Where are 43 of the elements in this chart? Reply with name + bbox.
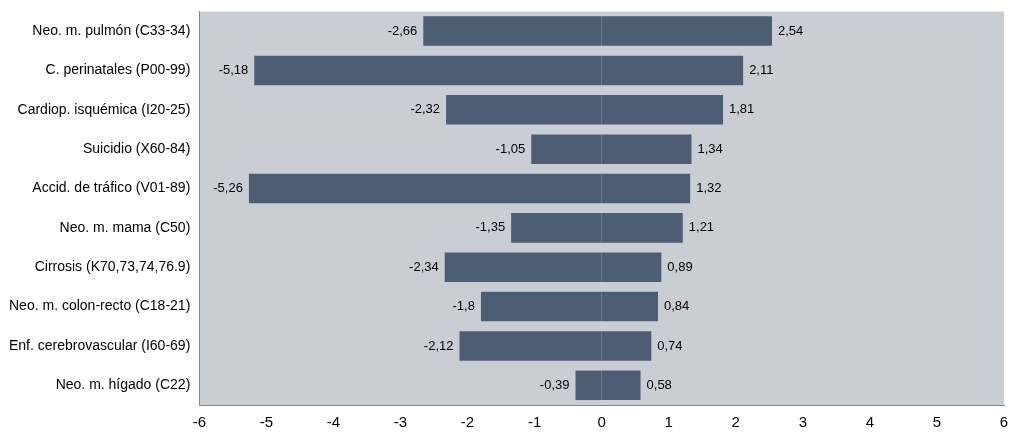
data-label: -5,18	[218, 62, 249, 78]
data-label: -5,26	[213, 180, 243, 196]
data-label: 0,58	[646, 376, 672, 392]
x-tick-label: -4	[326, 413, 341, 431]
data-label: 1,81	[729, 101, 755, 117]
y-tick-label: Neo. m. mama (C50)	[59, 218, 191, 235]
data-label: 1,21	[688, 219, 715, 235]
x-tick-label: -1	[527, 413, 542, 431]
data-label: -2,12	[423, 337, 454, 353]
data-label: 1,34	[697, 140, 723, 156]
x-tick-label: 4	[865, 413, 875, 431]
y-tick-label: Neo. m. hígado (C22)	[55, 376, 191, 393]
data-label: 0,74	[657, 337, 683, 353]
y-tick-label: Neo. m. colon-recto (C18-21)	[9, 297, 191, 314]
y-tick-label: Neo. m. pulmón (C33-34)	[32, 21, 191, 38]
data-label: -1,35	[475, 219, 506, 235]
x-tick-label: 1	[664, 413, 673, 431]
data-label: 0,89	[667, 258, 693, 274]
y-tick-label: Cirrosis (K70,73,74,76.9)	[34, 258, 191, 275]
x-tick-label: -5	[259, 413, 274, 431]
data-label: 0,84	[663, 298, 690, 314]
data-label: -1,8	[452, 298, 475, 314]
data-label: 2,11	[749, 62, 774, 78]
data-label: -0,39	[539, 376, 570, 392]
data-label: 1,32	[696, 180, 722, 196]
x-tick-label: -6	[192, 413, 206, 431]
x-tick-label: 2	[731, 413, 740, 431]
y-tick-label: Suicidio (X60-84)	[82, 140, 191, 157]
data-label: 2,54	[777, 22, 804, 38]
data-label: -1,05	[495, 140, 526, 156]
x-tick-label: 3	[798, 413, 807, 431]
x-tick-label: -2	[460, 413, 475, 431]
data-label: -2,66	[387, 22, 418, 38]
y-tick-label: C. perinatales (P00-99)	[45, 61, 191, 78]
data-label: -2,32	[410, 101, 441, 117]
x-tick-label: 5	[932, 413, 942, 431]
y-tick-label: Cardiop. isquémica (I20-25)	[17, 100, 191, 117]
data-label: -2,34	[409, 258, 439, 274]
x-tick-label: 0	[597, 413, 606, 431]
x-tick-label: -3	[393, 413, 408, 431]
y-tick-label: Enf. cerebrovascular (I60-69)	[8, 336, 191, 353]
x-tick-label: 6	[999, 413, 1009, 431]
y-tick-label: Accid. de tráfico (V01-89)	[32, 179, 191, 196]
